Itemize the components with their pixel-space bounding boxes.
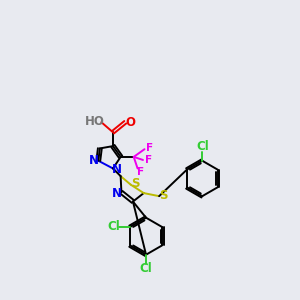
Text: Cl: Cl — [107, 220, 120, 233]
Text: Cl: Cl — [140, 262, 152, 275]
Text: N: N — [112, 164, 122, 176]
Text: O: O — [126, 116, 136, 129]
Text: Cl: Cl — [196, 140, 208, 153]
Text: F: F — [137, 167, 144, 176]
Text: S: S — [159, 189, 167, 202]
Text: F: F — [146, 143, 154, 153]
Text: S: S — [131, 177, 140, 190]
Text: HO: HO — [85, 115, 104, 128]
Text: F: F — [145, 155, 152, 165]
Text: N: N — [89, 154, 99, 167]
Text: N: N — [112, 187, 122, 200]
